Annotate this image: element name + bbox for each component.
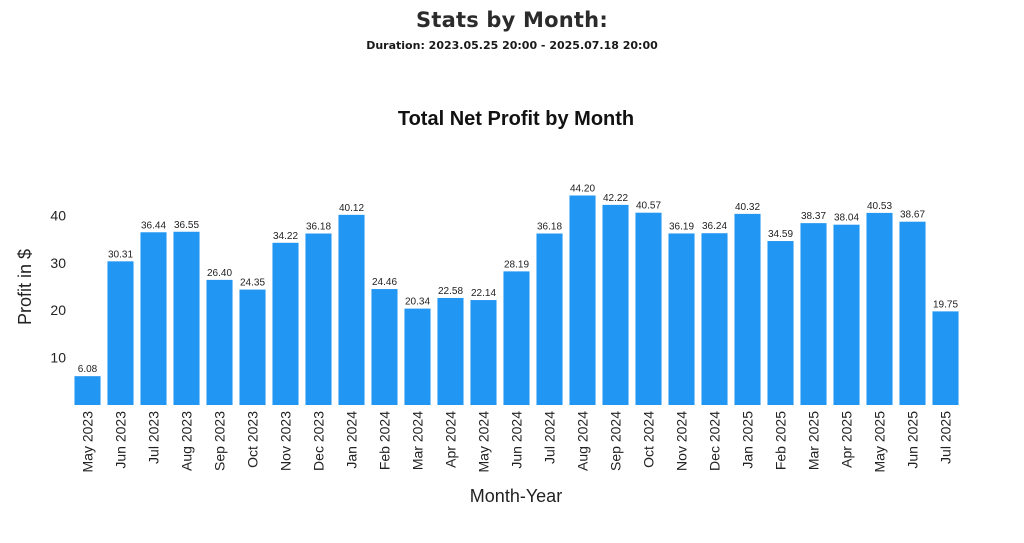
bar-value-label: 40.12 [339,203,364,214]
x-tick-label: Dec 2023 [311,411,327,471]
bar [404,308,431,405]
x-tick-label: Sep 2023 [212,411,228,471]
x-tick-label: Apr 2025 [839,411,855,468]
y-tick-label: 30 [50,255,66,271]
bar [833,224,860,405]
bar-value-label: 6.08 [78,364,98,375]
bar-value-label: 36.18 [537,222,562,233]
value-labels-group: 6.08 30.31 36.44 36.55 26.40 24.35 34.22 36.18 4… [78,183,959,375]
bar-value-label: 26.40 [207,268,232,279]
x-tick-label: Feb 2024 [377,411,393,470]
x-tick-label: Jun 2025 [905,411,921,469]
bar [602,204,629,405]
bar [800,223,827,405]
bar [470,300,497,405]
bar-value-label: 38.04 [834,213,859,224]
bar-value-label: 36.44 [141,220,166,231]
bar-value-label: 24.35 [240,278,265,289]
bar [173,231,200,405]
x-tick-label: Jun 2024 [509,411,525,469]
bar [701,233,728,405]
bar-value-label: 22.14 [471,288,496,299]
bar [569,195,596,405]
y-axis-label: Profit in $ [15,249,35,325]
bar [107,261,134,405]
bar-value-label: 40.53 [867,201,892,212]
bar-value-label: 22.58 [438,286,463,297]
bar-value-label: 19.75 [933,299,958,310]
bar-value-label: 40.57 [636,201,661,212]
x-tick-label: Nov 2023 [278,411,294,471]
x-tick-label: Nov 2024 [674,411,690,471]
bar-value-label: 44.20 [570,183,595,194]
x-tick-label: Mar 2025 [806,411,822,470]
chart-title: Total Net Profit by Month [398,108,634,130]
duration-subtitle: Duration: 2023.05.25 20:00 - 2025.07.18 … [366,39,658,52]
bar-value-label: 36.19 [669,221,694,232]
x-tick-label: Oct 2023 [245,411,261,468]
bar-value-label: 28.19 [504,259,529,270]
x-tick-label: Mar 2024 [410,411,426,470]
page-title: Stats by Month: [416,8,608,32]
x-tick-label: Jun 2023 [113,411,129,469]
bar-value-label: 38.37 [801,211,826,222]
bar [272,242,299,405]
bar [767,241,794,405]
bar-value-label: 40.32 [735,202,760,213]
bar-value-label: 36.55 [174,220,199,231]
bar-value-label: 42.22 [603,193,628,204]
x-axis-label: Month-Year [470,486,562,506]
bar-value-label: 20.34 [405,297,430,308]
bar-value-label: 36.18 [306,222,331,233]
bar [536,233,563,405]
bar-value-label: 34.59 [768,229,793,240]
bar [206,279,233,405]
x-tick-label: Jan 2024 [344,411,360,469]
bar [437,297,464,405]
x-tick-label: Dec 2024 [707,411,723,471]
x-tick-label: Sep 2024 [608,411,624,471]
bar-value-label: 36.24 [702,221,727,232]
x-tick-label: Feb 2025 [773,411,789,470]
bar [371,289,398,405]
bar [866,212,893,405]
x-tick-label: Apr 2024 [443,411,459,468]
x-tick-label: Jan 2025 [740,411,756,469]
bar [503,271,530,405]
bar [668,233,695,405]
y-tick-label: 10 [50,350,66,366]
bar [338,214,365,405]
x-tick-label: Oct 2024 [641,411,657,468]
bar-value-label: 38.67 [900,210,925,221]
x-tick-label: May 2023 [80,411,96,473]
bar-value-label: 24.46 [372,277,397,288]
bar [140,232,167,405]
bar [635,212,662,405]
y-axis-ticks: 10 20 30 40 [50,207,66,365]
x-tick-label: Aug 2024 [575,411,591,471]
x-tick-label: May 2024 [476,411,492,473]
x-axis-ticks: May 2023 Jun 2023 Jul 2023 Aug 2023 Sep 2023… [80,411,954,473]
x-tick-label: Jul 2024 [542,411,558,464]
bars-group [74,195,959,405]
x-tick-label: May 2025 [872,411,888,473]
bar [74,376,101,405]
bar [899,221,926,405]
x-tick-label: Jul 2023 [146,411,162,464]
bar [734,213,761,405]
bar [305,233,332,405]
bar-value-label: 34.22 [273,231,298,242]
y-tick-label: 40 [50,207,66,223]
bar-value-label: 30.31 [108,249,133,260]
x-tick-label: Aug 2023 [179,411,195,471]
bar [239,289,266,405]
bar [932,311,959,405]
y-tick-label: 20 [50,302,66,318]
x-tick-label: Jul 2025 [938,411,954,464]
